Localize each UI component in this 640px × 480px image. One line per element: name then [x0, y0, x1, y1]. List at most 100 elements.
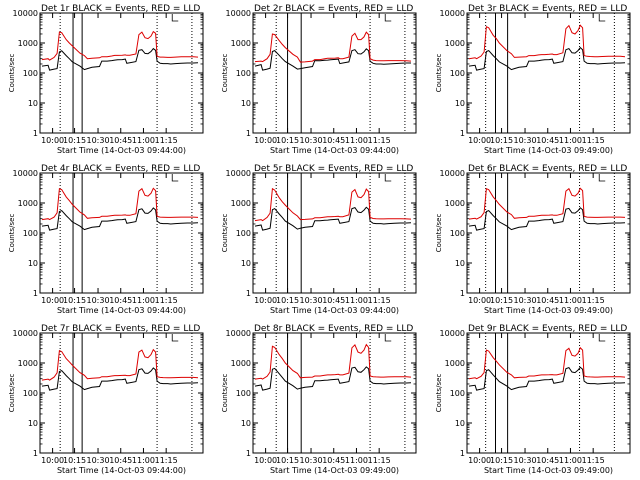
plot-frame	[466, 12, 631, 134]
y-axis-label: Counts/sec	[435, 374, 443, 413]
x-tick-label: 10:45	[322, 456, 345, 465]
y-tick-label: 10	[241, 99, 251, 108]
x-tick-label: 11:15	[368, 136, 391, 145]
x-tick-label: 11:00	[345, 136, 368, 145]
y-tick-label: 10	[455, 419, 465, 428]
x-tick-label: 11:00	[559, 296, 582, 305]
y-tick-label: 1000	[18, 359, 38, 368]
lld-series-line	[468, 346, 626, 380]
detector-panel-2: Det 2r BLACK = Events, RED = LLD 1 10 100 10…	[221, 4, 417, 155]
y-tick-label: 1000	[445, 359, 465, 368]
y-tick-label: 10000	[440, 329, 465, 338]
x-tick-label: 10:30	[513, 456, 536, 465]
detector-panel-8: Det 8r BLACK = Events, RED = LLD 1 10 100 10…	[221, 324, 417, 475]
lld-series-line	[254, 187, 412, 222]
events-series-line	[468, 366, 626, 391]
corner-marker	[598, 14, 606, 22]
y-tick-label: 1	[33, 289, 38, 298]
y-tick-label: 1	[460, 449, 465, 458]
corner-marker	[598, 174, 606, 182]
y-tick-label: 1000	[445, 199, 465, 208]
plot-frame	[252, 12, 417, 134]
x-tick-label: 10:00	[468, 136, 491, 145]
detector-panel-7: Det 7r BLACK = Events, RED = LLD 1 10 100 10…	[8, 324, 204, 475]
panel-title: Det 3r BLACK = Events, RED = LLD	[468, 4, 627, 14]
y-tick-label: 10	[455, 99, 465, 108]
corner-marker	[384, 174, 392, 182]
x-tick-label: 10:45	[322, 136, 345, 145]
x-tick-label: 10:30	[513, 136, 536, 145]
y-tick-label: 100	[23, 69, 38, 78]
x-tick-label: 10:45	[536, 136, 559, 145]
plot-frame	[39, 12, 204, 134]
x-tick-label: 11:00	[132, 296, 155, 305]
lld-series-line	[254, 31, 412, 63]
lld-series-line	[468, 24, 626, 60]
x-axis-label: Start Time (14-Oct-03 09:49:00)	[484, 146, 613, 155]
detector-panel-6: Det 6r BLACK = Events, RED = LLD 1 10 100 10…	[435, 164, 631, 315]
x-tick-label: 10:00	[41, 136, 64, 145]
y-tick-label: 10	[241, 419, 251, 428]
x-axis-label: Start Time (14-Oct-03 09:44:00)	[57, 146, 186, 155]
y-tick-label: 10	[28, 259, 38, 268]
corner-marker	[171, 14, 179, 22]
y-axis-label: Counts/sec	[8, 374, 16, 413]
x-axis-label: Start Time (14-Oct-03 09:49:00)	[484, 466, 613, 475]
y-tick-label: 1000	[231, 359, 251, 368]
x-tick-label: 11:15	[582, 136, 605, 145]
x-tick-label: 11:15	[368, 296, 391, 305]
x-tick-label: 11:00	[345, 456, 368, 465]
x-tick-label: 11:15	[155, 136, 178, 145]
events-series-line	[41, 47, 199, 71]
x-tick-label: 10:30	[86, 296, 109, 305]
y-tick-label: 100	[450, 389, 465, 398]
y-tick-label: 100	[23, 229, 38, 238]
lld-series-line	[41, 30, 199, 61]
y-tick-label: 10000	[440, 169, 465, 178]
x-tick-label: 10:45	[109, 456, 132, 465]
lld-series-line	[254, 343, 412, 380]
x-axis-label: Start Time (14-Oct-03 09:49:00)	[270, 466, 399, 475]
lld-series-line	[41, 187, 199, 221]
x-tick-label: 10:30	[86, 136, 109, 145]
x-tick-label: 10:45	[536, 456, 559, 465]
y-axis-label: Counts/sec	[435, 54, 443, 93]
corner-marker	[171, 334, 179, 342]
x-tick-label: 11:15	[582, 296, 605, 305]
detector-panel-4: Det 4r BLACK = Events, RED = LLD 1 10 100 10…	[8, 164, 204, 315]
panel-title: Det 5r BLACK = Events, RED = LLD	[254, 164, 413, 174]
y-tick-label: 1000	[18, 199, 38, 208]
x-axis-label: Start Time (14-Oct-03 09:49:00)	[484, 306, 613, 315]
x-tick-label: 10:00	[254, 136, 277, 145]
x-tick-label: 10:00	[468, 456, 491, 465]
y-tick-label: 10	[28, 419, 38, 428]
plot-frame	[39, 172, 204, 294]
x-tick-label: 10:30	[299, 136, 322, 145]
x-tick-label: 10:30	[299, 296, 322, 305]
y-tick-label: 10000	[440, 9, 465, 18]
plot-frame	[252, 172, 417, 294]
y-tick-label: 10000	[13, 329, 38, 338]
x-axis-label: Start Time (14-Oct-03 09:44:00)	[270, 306, 399, 315]
x-axis-label: Start Time (14-Oct-03 09:44:00)	[57, 466, 186, 475]
y-tick-label: 10000	[226, 9, 251, 18]
corner-marker	[384, 334, 392, 342]
corner-marker	[598, 334, 606, 342]
lld-series-line	[41, 348, 199, 381]
x-tick-label: 11:00	[345, 296, 368, 305]
y-axis-label: Counts/sec	[221, 374, 229, 413]
y-tick-label: 10000	[13, 169, 38, 178]
x-tick-label: 11:00	[559, 456, 582, 465]
events-series-line	[254, 366, 412, 391]
panel-title: Det 9r BLACK = Events, RED = LLD	[468, 324, 627, 334]
x-tick-label: 10:45	[322, 296, 345, 305]
panel-title: Det 1r BLACK = Events, RED = LLD	[41, 4, 200, 14]
detector-panel-9: Det 9r BLACK = Events, RED = LLD 1 10 100 10…	[435, 324, 631, 475]
x-axis-label: Start Time (14-Oct-03 09:44:00)	[270, 146, 399, 155]
x-tick-label: 10:15	[276, 136, 299, 145]
y-tick-label: 1000	[231, 199, 251, 208]
x-tick-label: 10:15	[490, 136, 513, 145]
events-series-line	[41, 367, 199, 391]
x-tick-label: 11:15	[155, 456, 178, 465]
x-tick-label: 10:15	[276, 296, 299, 305]
